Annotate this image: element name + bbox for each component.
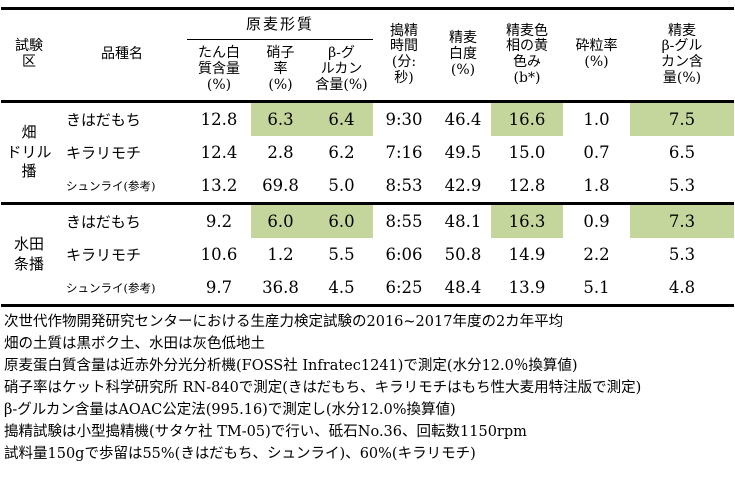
data-cell-highlighted: 6.0	[310, 203, 373, 238]
data-cell: 5.3	[668, 245, 696, 264]
data-cell: 15.0	[508, 143, 546, 162]
col-header-vitreousness: 硝子 率 (%)	[266, 45, 295, 93]
data-cell: 5.5	[328, 245, 355, 264]
data-cell: 8:55	[385, 211, 423, 231]
data-cell: 48.4	[444, 278, 482, 298]
data-cell-highlighted: 6.3	[251, 101, 310, 136]
data-cell: 12.4	[200, 143, 238, 162]
data-cell: 42.9	[444, 176, 482, 196]
data-cell: 9.7	[205, 278, 233, 298]
variety-name: キラリモチ	[66, 246, 142, 264]
variety-name: シュンライ(参考)	[66, 178, 156, 193]
data-cell: 12.8	[508, 176, 546, 196]
data-cell: 0.7	[583, 143, 610, 162]
data-cell-highlighted: 16.6	[491, 101, 563, 136]
data-cell: 9:30	[385, 109, 423, 129]
col-header-protein: たん白 質含量 (%)	[198, 45, 240, 93]
table-row: シュンライ(参考) 9.7 36.8 4.5 6:25 48.4 13.9 5.…	[1, 272, 734, 306]
footnote-soil-note: 畑の土質は黒ボク土、水田は灰色低地土	[4, 336, 265, 352]
col-header-milling-time: 搗精 時間 (分: 秒)	[390, 22, 418, 86]
footnote-sample-yield: 試料量150gで歩留は55%(きはだもち、シュンライ)、60%(キラリモチ)	[4, 446, 476, 462]
data-cell: 13.2	[200, 176, 238, 196]
table-row: 畑 ドリル 播 きはだもち 12.8 6.3 6.4 9:30 46.4 16.…	[1, 101, 734, 180]
col-header-beta-glucan: β-グ ルカン 含量(%)	[315, 45, 368, 93]
variety-name: きはだもち	[66, 212, 141, 231]
data-cell: 5.1	[583, 278, 610, 298]
variety-name: シュンライ(参考)	[66, 280, 156, 295]
footnote-milling-test-method: 搗精試験は小型搗精機(サタケ社 TM-05)で行い、砥石No.36、回転数115…	[4, 424, 527, 440]
data-cell: 12.8	[200, 109, 238, 129]
data-cell: 14.9	[508, 245, 546, 264]
data-cell: 50.8	[444, 245, 482, 264]
footnote-average-note: 次世代作物開発研究センターにおける生産力検定試験の2016~2017年度の2カ年…	[4, 314, 564, 330]
data-cell: 4.8	[668, 278, 696, 298]
data-cell: 5.3	[668, 176, 696, 196]
table-row: シュンライ(参考) 13.2 69.8 5.0 8:53 42.9 12.8 1…	[1, 170, 734, 204]
data-cell: 5.0	[328, 176, 355, 196]
col-header-yellowness: 精麦色 相の黄 色み (b*)	[506, 22, 548, 86]
data-cell: 9.2	[205, 211, 233, 231]
data-cell: 1.8	[583, 176, 610, 196]
data-cell: 48.1	[444, 211, 482, 231]
data-cell: 2.2	[583, 245, 610, 264]
data-cell: 7:16	[385, 143, 423, 162]
footnote-protein-method: 原麦蛋白質含量は近赤外分光分析機(FOSS社 Infratec1241)で測定(…	[4, 358, 578, 374]
col-header-broken-grain-rate: 砕粒率 (%)	[575, 38, 618, 70]
footnotes: 次世代作物開発研究センターにおける生産力検定試験の2016~2017年度の2カ年…	[0, 307, 735, 465]
data-cell: 6.2	[328, 143, 355, 162]
table-row: キラリモチ 12.4 2.8 6.2 7:16 49.5 15.0 0.7 6.…	[1, 136, 734, 170]
data-cell-highlighted: 6.0	[251, 203, 310, 238]
footnote-vitreousness-method: 硝子率はケット科学研究所 RN-840で測定(きはだもち、キラリモチはもち性大麦…	[4, 380, 642, 396]
data-cell: 49.5	[444, 143, 482, 162]
data-cell: 0.9	[583, 211, 610, 231]
data-cell: 1.0	[583, 109, 610, 129]
data-cell-highlighted: 6.4	[310, 101, 373, 136]
group-field-drill: 畑 ドリル 播 きはだもち 12.8 6.3 6.4 9:30 46.4 16.…	[1, 101, 734, 204]
variety-name: キラリモチ	[66, 144, 142, 162]
group-paddy-row: 水田 条播 きはだもち 9.2 6.0 6.0 8:55 48.1 16.3 0…	[1, 203, 734, 306]
data-cell: 69.8	[262, 176, 299, 196]
table-header: 試験 区 品種名 原麦形質 搗精 時間 (分: 秒) 精麦 白度 (%) 精麦色…	[1, 8, 734, 102]
barley-quality-table: 試験 区 品種名 原麦形質 搗精 時間 (分: 秒) 精麦 白度 (%) 精麦色…	[1, 7, 734, 307]
data-cell: 10.6	[200, 245, 238, 264]
data-cell: 6.5	[668, 143, 696, 162]
data-cell: 1.2	[267, 245, 294, 264]
data-cell-highlighted: 7.3	[630, 203, 734, 238]
data-cell: 36.8	[262, 278, 299, 298]
data-cell: 6:06	[385, 245, 423, 264]
data-cell: 6:25	[385, 278, 423, 298]
col-header-pearl-beta-glucan: 精麦 β-グル カン含 量(%)	[661, 22, 703, 86]
data-cell-highlighted: 16.3	[491, 203, 563, 238]
table-row: キラリモチ 10.6 1.2 5.5 6:06 50.8 14.9 2.2 5.…	[1, 238, 734, 272]
table-row: 水田 条播 きはだもち 9.2 6.0 6.0 8:55 48.1 16.3 0…	[1, 203, 734, 273]
col-header-variety: 品種名	[101, 46, 143, 63]
data-cell: 13.9	[508, 278, 546, 298]
variety-name: きはだもち	[66, 110, 141, 129]
col-group-raw-wheat-traits: 原麦形質	[187, 8, 373, 40]
data-cell: 2.8	[267, 143, 294, 162]
data-cell: 4.5	[328, 278, 355, 298]
data-cell: 8:53	[385, 176, 423, 196]
col-header-test-area: 試験 区	[15, 38, 43, 70]
col-header-whiteness: 精麦 白度 (%)	[449, 30, 477, 78]
data-cell: 46.4	[444, 109, 482, 129]
footnote-beta-glucan-method: β-グルカン含量はAOAC公定法(995.16)で測定し(水分12.0%換算値)	[4, 402, 456, 418]
data-cell-highlighted: 7.5	[630, 101, 734, 136]
test-area-label: 畑 ドリル 播	[6, 123, 52, 181]
test-area-label: 水田 条播	[13, 235, 44, 273]
